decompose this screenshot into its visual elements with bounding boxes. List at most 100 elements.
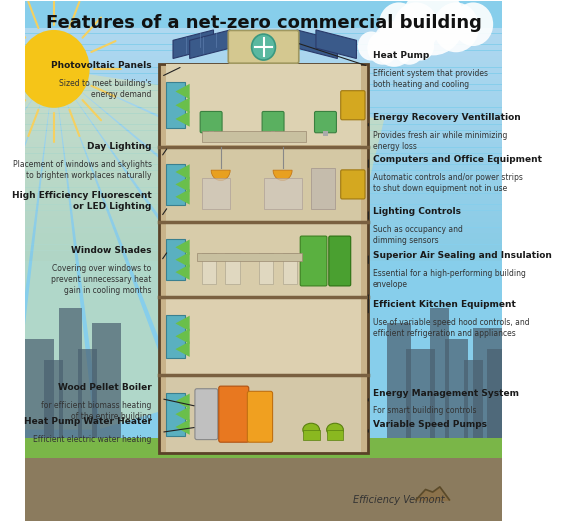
Text: Lighting Controls: Lighting Controls [373,207,461,216]
Bar [25,56,502,62]
Polygon shape [54,69,254,404]
Bar [25,171,502,176]
Bar [25,194,502,199]
Bar [25,296,502,302]
Text: Such as occupancy and
dimming sensors: Such as occupancy and dimming sensors [373,224,463,245]
FancyBboxPatch shape [262,112,284,133]
Ellipse shape [303,423,320,436]
Polygon shape [54,69,361,288]
Polygon shape [175,328,190,344]
Bar [25,182,502,187]
Bar [25,62,502,67]
Bar [25,261,502,520]
Circle shape [18,30,90,108]
Bar [25,176,502,182]
Bar [25,437,502,458]
Text: Sized to meet building's
energy demand: Sized to meet building's energy demand [59,79,152,99]
Bar [25,68,502,73]
Bar [25,205,502,210]
FancyBboxPatch shape [219,386,249,442]
Bar [25,165,502,170]
Bar [226,253,240,284]
Bar [166,147,361,220]
Circle shape [367,31,398,65]
Bar [25,339,54,453]
FancyBboxPatch shape [341,91,365,120]
Bar [25,308,502,313]
Polygon shape [173,30,214,58]
Bar [166,64,361,145]
Bar [25,291,502,296]
Bar [25,302,502,307]
Text: Heat Pump Water Heater: Heat Pump Water Heater [24,417,152,426]
Polygon shape [175,189,190,205]
Text: Efficient Kitchen Equipment: Efficient Kitchen Equipment [373,300,516,310]
Text: Day Lighting: Day Lighting [87,142,152,151]
Polygon shape [175,264,190,280]
Bar [25,239,502,244]
Ellipse shape [327,423,343,436]
Bar [201,131,306,141]
Polygon shape [175,164,190,180]
Polygon shape [175,111,190,127]
Bar [25,211,502,216]
Text: Energy Management System: Energy Management System [373,388,519,398]
Bar [166,222,361,296]
Text: High Efficiency Fluorescent
or LED Lighting: High Efficiency Fluorescent or LED Light… [12,191,152,211]
Text: Window Shades: Window Shades [71,246,152,255]
Circle shape [252,34,275,60]
Polygon shape [175,341,190,357]
Bar [25,199,502,205]
Bar [430,308,450,453]
Bar [25,216,502,221]
Text: Heat Pump: Heat Pump [373,51,429,60]
Bar [464,360,483,453]
Polygon shape [175,407,190,422]
Polygon shape [175,316,190,331]
FancyBboxPatch shape [228,30,299,63]
Bar [158,64,368,453]
Bar [25,453,502,520]
Bar [166,375,361,452]
Text: Covering over windows to
prevent unnecessary heat
gain in cooling months: Covering over windows to prevent unneces… [51,264,152,295]
Text: Essential for a high-performing building
envelope: Essential for a high-performing building… [373,269,526,289]
Wedge shape [211,170,230,181]
Bar [271,131,275,136]
Bar [166,315,185,358]
Bar [25,74,502,79]
FancyBboxPatch shape [248,392,272,442]
Bar [25,285,502,290]
Bar [259,253,273,284]
Bar [201,253,216,284]
Bar [327,430,343,440]
Bar [166,82,185,128]
Bar [25,119,502,124]
FancyBboxPatch shape [315,112,337,133]
Circle shape [394,31,425,65]
Bar [25,51,502,56]
Text: For smart building controls: For smart building controls [373,407,477,416]
FancyBboxPatch shape [25,2,502,520]
FancyBboxPatch shape [341,170,365,199]
Bar [92,323,121,453]
Circle shape [407,31,434,61]
FancyBboxPatch shape [195,389,218,440]
Text: Provides fresh air while minimizing
energy loss: Provides fresh air while minimizing ener… [373,131,508,151]
Bar [25,125,502,130]
FancyBboxPatch shape [329,236,351,286]
Bar [25,102,502,108]
Circle shape [433,3,479,52]
Text: Features of a net-zero commercial building: Features of a net-zero commercial buildi… [46,15,482,32]
Bar [45,360,63,453]
Circle shape [373,21,415,67]
Polygon shape [175,98,190,113]
Polygon shape [190,30,230,58]
Polygon shape [175,419,190,435]
Text: Variable Speed Pumps: Variable Speed Pumps [373,420,487,429]
FancyBboxPatch shape [300,236,327,286]
Bar [387,323,411,453]
Text: Use of variable speed hood controls, and
efficient refrigeration and appliances: Use of variable speed hood controls, and… [373,318,530,338]
Bar [25,45,502,50]
Text: Superior Air Sealing and Insulation: Superior Air Sealing and Insulation [373,251,552,260]
Bar [166,239,185,280]
